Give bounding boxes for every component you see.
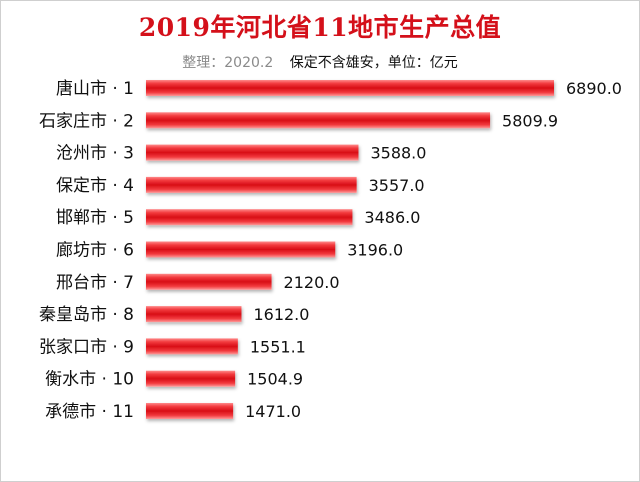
bar — [146, 80, 554, 96]
bar — [146, 403, 234, 419]
bar — [146, 112, 491, 129]
bar — [146, 273, 272, 290]
value-label: 1551.1 — [250, 337, 306, 356]
value-label: 2120.0 — [284, 273, 340, 292]
bar — [146, 370, 236, 387]
category-label: 秦皇岛市 · 8 — [39, 305, 134, 325]
bar — [146, 306, 242, 323]
category-label: 廊坊市 · 6 — [56, 241, 134, 261]
subtitle-unit: 保定不含雄安，单位：亿元 — [289, 55, 458, 71]
bar — [146, 241, 336, 258]
subtitle-note: 整理：2020.2 — [182, 55, 274, 71]
category-label: 张家口市 · 9 — [39, 337, 134, 357]
category-label: 保定市 · 4 — [56, 176, 134, 196]
bar — [146, 176, 357, 193]
category-label: 石家庄市 · 2 — [39, 111, 134, 131]
bar — [146, 144, 359, 161]
value-label: 3588.0 — [370, 144, 426, 163]
bar — [146, 338, 238, 355]
category-label: 邯郸市 · 5 — [56, 208, 134, 228]
bar — [146, 209, 353, 226]
value-label: 5809.9 — [502, 111, 558, 130]
value-label: 1504.9 — [247, 370, 303, 389]
category-label: 沧州市 · 3 — [56, 144, 134, 164]
category-label: 邢台市 · 7 — [56, 273, 134, 293]
chart-title: 2019年河北省11地市生产总值 — [138, 13, 502, 42]
category-label: 承德市 · 11 — [45, 402, 134, 422]
value-label: 3557.0 — [369, 176, 425, 195]
value-label: 1612.0 — [253, 305, 309, 324]
category-label: 衡水市 · 10 — [45, 370, 134, 390]
value-label: 3486.0 — [364, 208, 420, 227]
value-label: 6890.0 — [566, 79, 622, 98]
category-label: 唐山市 · 1 — [56, 78, 134, 99]
value-label: 1471.0 — [245, 402, 301, 421]
chart-subtitle: 整理：2020.2 保定不含雄安，单位：亿元 — [0, 52, 640, 72]
value-label: 3196.0 — [347, 241, 403, 260]
